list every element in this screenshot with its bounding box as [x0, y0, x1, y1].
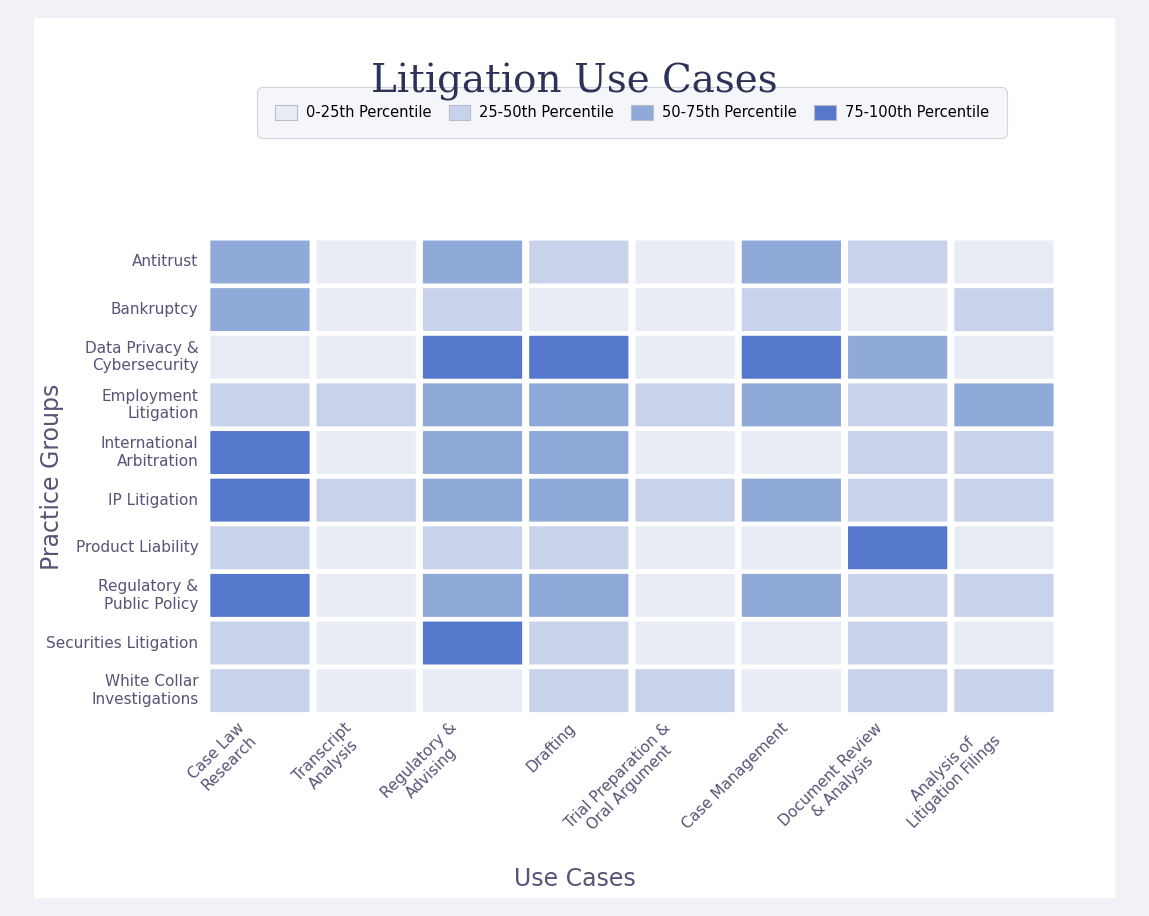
FancyBboxPatch shape	[422, 572, 524, 618]
FancyBboxPatch shape	[527, 334, 630, 380]
FancyBboxPatch shape	[953, 334, 1055, 380]
FancyBboxPatch shape	[847, 572, 949, 618]
FancyBboxPatch shape	[847, 525, 949, 571]
FancyBboxPatch shape	[847, 334, 949, 380]
FancyBboxPatch shape	[209, 572, 311, 618]
FancyBboxPatch shape	[209, 287, 311, 333]
FancyBboxPatch shape	[740, 239, 842, 285]
FancyBboxPatch shape	[740, 287, 842, 333]
FancyBboxPatch shape	[847, 382, 949, 428]
FancyBboxPatch shape	[953, 668, 1055, 714]
FancyBboxPatch shape	[209, 382, 311, 428]
FancyBboxPatch shape	[422, 239, 524, 285]
FancyBboxPatch shape	[740, 334, 842, 380]
FancyBboxPatch shape	[953, 430, 1055, 475]
FancyBboxPatch shape	[847, 620, 949, 666]
FancyBboxPatch shape	[634, 620, 737, 666]
FancyBboxPatch shape	[527, 525, 630, 571]
FancyBboxPatch shape	[847, 239, 949, 285]
FancyBboxPatch shape	[315, 525, 417, 571]
FancyBboxPatch shape	[740, 430, 842, 475]
FancyBboxPatch shape	[527, 620, 630, 666]
Text: Use Cases: Use Cases	[514, 867, 635, 891]
FancyBboxPatch shape	[847, 477, 949, 523]
FancyBboxPatch shape	[634, 668, 737, 714]
Text: Litigation Use Cases: Litigation Use Cases	[371, 63, 778, 102]
FancyBboxPatch shape	[315, 668, 417, 714]
FancyBboxPatch shape	[847, 430, 949, 475]
FancyBboxPatch shape	[740, 477, 842, 523]
FancyBboxPatch shape	[527, 477, 630, 523]
FancyBboxPatch shape	[527, 668, 630, 714]
FancyBboxPatch shape	[315, 239, 417, 285]
FancyBboxPatch shape	[527, 572, 630, 618]
FancyBboxPatch shape	[740, 620, 842, 666]
FancyBboxPatch shape	[422, 525, 524, 571]
FancyBboxPatch shape	[740, 525, 842, 571]
FancyBboxPatch shape	[315, 334, 417, 380]
FancyBboxPatch shape	[527, 382, 630, 428]
FancyBboxPatch shape	[422, 620, 524, 666]
FancyBboxPatch shape	[740, 572, 842, 618]
FancyBboxPatch shape	[953, 287, 1055, 333]
FancyBboxPatch shape	[422, 668, 524, 714]
FancyBboxPatch shape	[953, 525, 1055, 571]
FancyBboxPatch shape	[527, 430, 630, 475]
FancyBboxPatch shape	[422, 430, 524, 475]
FancyBboxPatch shape	[527, 239, 630, 285]
Legend: 0-25th Percentile, 25-50th Percentile, 50-75th Percentile, 75-100th Percentile: 0-25th Percentile, 25-50th Percentile, 5…	[263, 93, 1001, 132]
Text: Practice Groups: Practice Groups	[40, 383, 63, 570]
FancyBboxPatch shape	[953, 382, 1055, 428]
FancyBboxPatch shape	[422, 477, 524, 523]
FancyBboxPatch shape	[740, 668, 842, 714]
FancyBboxPatch shape	[315, 287, 417, 333]
FancyBboxPatch shape	[209, 334, 311, 380]
FancyBboxPatch shape	[847, 668, 949, 714]
FancyBboxPatch shape	[634, 572, 737, 618]
FancyBboxPatch shape	[953, 477, 1055, 523]
FancyBboxPatch shape	[209, 430, 311, 475]
FancyBboxPatch shape	[209, 668, 311, 714]
FancyBboxPatch shape	[315, 430, 417, 475]
FancyBboxPatch shape	[209, 525, 311, 571]
FancyBboxPatch shape	[315, 620, 417, 666]
FancyBboxPatch shape	[634, 430, 737, 475]
FancyBboxPatch shape	[634, 525, 737, 571]
FancyBboxPatch shape	[953, 572, 1055, 618]
FancyBboxPatch shape	[209, 620, 311, 666]
FancyBboxPatch shape	[634, 287, 737, 333]
FancyBboxPatch shape	[953, 620, 1055, 666]
FancyBboxPatch shape	[315, 477, 417, 523]
FancyBboxPatch shape	[422, 287, 524, 333]
FancyBboxPatch shape	[527, 287, 630, 333]
FancyBboxPatch shape	[740, 382, 842, 428]
FancyBboxPatch shape	[634, 334, 737, 380]
FancyBboxPatch shape	[422, 382, 524, 428]
FancyBboxPatch shape	[634, 477, 737, 523]
FancyBboxPatch shape	[953, 239, 1055, 285]
FancyBboxPatch shape	[209, 477, 311, 523]
FancyBboxPatch shape	[847, 287, 949, 333]
FancyBboxPatch shape	[634, 239, 737, 285]
FancyBboxPatch shape	[634, 382, 737, 428]
FancyBboxPatch shape	[422, 334, 524, 380]
FancyBboxPatch shape	[315, 382, 417, 428]
FancyBboxPatch shape	[315, 572, 417, 618]
FancyBboxPatch shape	[209, 239, 311, 285]
